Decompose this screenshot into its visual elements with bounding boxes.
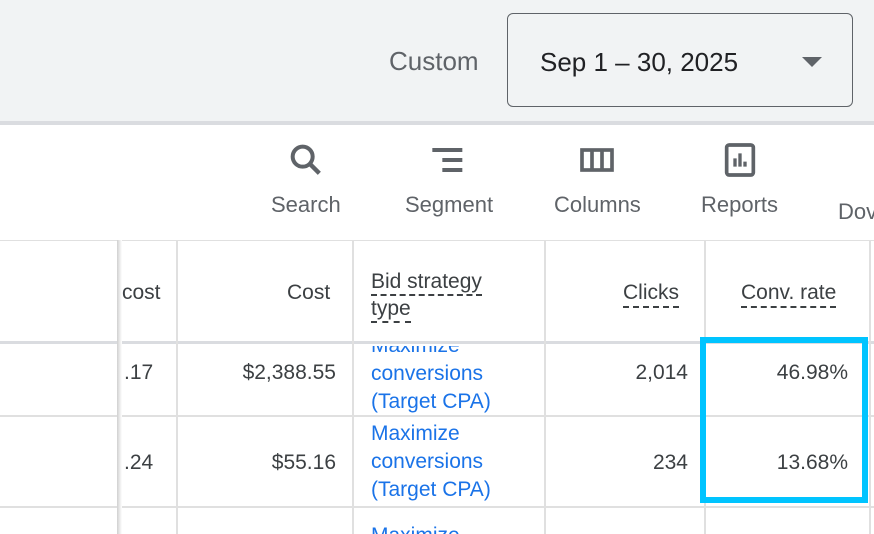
bid-line: Maximize [371,346,460,357]
reports-button[interactable]: Reports [701,140,778,218]
bid-line: conversions [371,450,484,473]
avg-cost-cell: .24 [124,451,154,474]
date-range-value: Sep 1 – 30, 2025 [540,47,739,77]
bid-line: (Target CPA) [371,390,491,413]
clicks-cell: 2,014 [635,361,688,384]
columns-label: Columns [554,192,641,217]
conv-rate-cell: 46.98% [776,361,848,384]
bid-line: Maximize [371,422,460,445]
header-bid-strategy-type[interactable]: Bid strategy type [371,268,482,323]
cost-cell: $55.16 [271,451,336,474]
row-divider [0,415,874,417]
range-label: Custom [389,46,479,76]
bid-line: conversions [371,362,484,385]
table-header [0,240,874,344]
caret-down-icon [802,57,822,67]
bid-line: (Target CPA) [371,478,491,501]
header-clicks[interactable]: Clicks [623,281,679,308]
header-avg-cost[interactable]: cost [122,281,161,304]
bid-strategy-link[interactable]: Maximize [371,522,460,534]
columns-button[interactable]: Columns [554,140,641,218]
download-button[interactable]: Dov [838,199,874,225]
frozen-column-shadow [117,240,122,534]
row-divider [0,506,874,508]
column-divider [544,240,546,534]
column-divider [176,240,178,534]
search-button[interactable]: Search [271,140,341,218]
search-label: Search [271,192,341,217]
date-range-dropdown[interactable]: Sep 1 – 30, 2025 [507,13,853,107]
bid-strategy-link[interactable]: Maximize conversions (Target CPA) [371,420,491,504]
segment-button[interactable]: Segment [405,140,493,218]
search-icon [290,144,321,175]
highlight-box [700,337,868,503]
header-line: Bid strategy [371,270,482,296]
columns-icon [580,148,615,172]
avg-cost-cell: .17 [124,361,154,384]
reports-icon [724,143,755,177]
bid-strategy-link[interactable]: Maximize conversions (Target CPA) [371,346,491,414]
header-conv-rate[interactable]: Conv. rate [741,281,837,308]
segment-icon [432,148,463,172]
header-line: type [371,297,411,323]
header-cost[interactable]: Cost [287,281,331,304]
reports-label: Reports [701,192,779,217]
download-label: Dov [838,199,874,224]
conv-rate-cell: 13.68% [776,451,848,474]
segment-label: Segment [405,192,494,217]
bid-line: Maximize [371,524,460,534]
column-divider [352,240,354,534]
clicks-cell: 234 [652,451,688,474]
date-bar: Custom Sep 1 – 30, 2025 [0,0,874,125]
cost-cell: $2,388.55 [242,361,336,384]
column-divider [869,240,871,534]
